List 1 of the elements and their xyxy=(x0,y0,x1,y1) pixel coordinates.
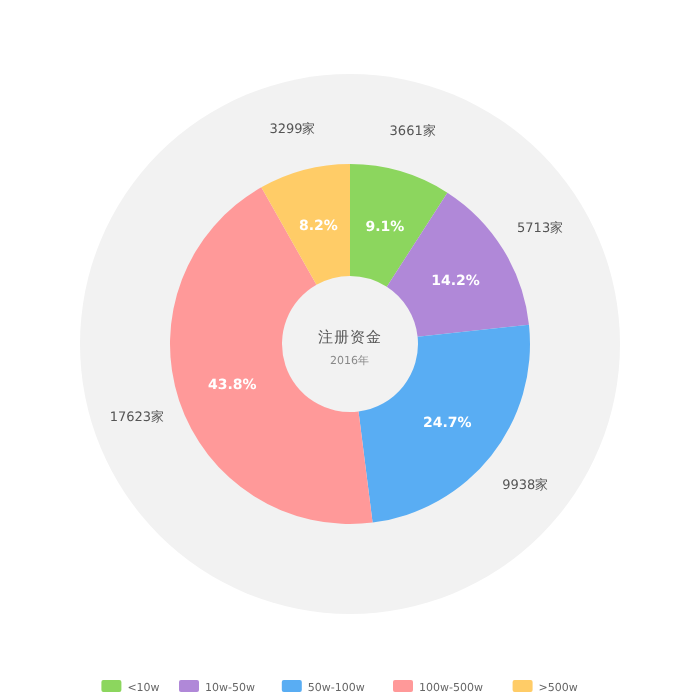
donut-slice xyxy=(261,164,350,285)
